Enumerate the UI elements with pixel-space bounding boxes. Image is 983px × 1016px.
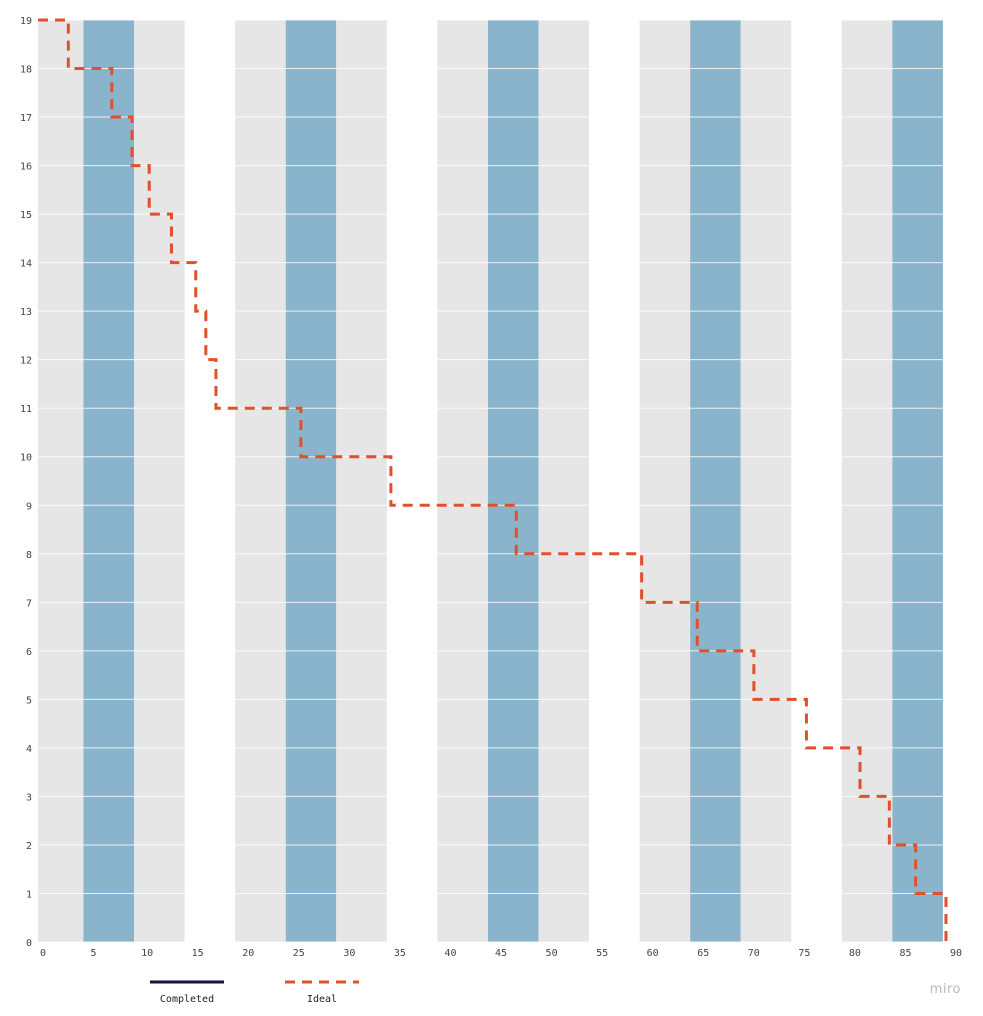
band-weekday-2 — [134, 20, 185, 942]
x-tick-label-15: 15 — [192, 948, 204, 959]
band-weekday-12 — [639, 20, 691, 942]
band-highlight-5 — [285, 20, 337, 942]
band-weekday-6 — [336, 20, 387, 942]
y-tick-label-4: 4 — [26, 744, 32, 755]
y-tick-label-13: 13 — [20, 307, 32, 318]
series-lines — [38, 18, 948, 942]
series-line-ideal — [38, 18, 948, 942]
x-tick-label-65: 65 — [697, 948, 709, 959]
x-tick-label-75: 75 — [798, 948, 810, 959]
x-tick-label-20: 20 — [242, 948, 254, 959]
x-tick-label-85: 85 — [899, 948, 911, 959]
band-weekday-10 — [538, 20, 590, 942]
band-highlight-1 — [83, 20, 135, 942]
y-tick-label-2: 2 — [26, 841, 32, 852]
x-tick-label-40: 40 — [444, 948, 456, 959]
band-weekday-0 — [38, 20, 84, 942]
x-tick-label-10: 10 — [141, 948, 153, 959]
y-tick-label-14: 14 — [20, 259, 32, 270]
y-tick-label-17: 17 — [20, 113, 32, 124]
x-tick-label-0: 0 — [40, 948, 46, 959]
x-tick-label-35: 35 — [394, 948, 406, 959]
x-axis-ticks: 0 5 10 15 20 25 30 35 40 45 50 55 60 65 70 75 80 85 90 — [40, 948, 962, 959]
y-tick-label-18: 18 — [20, 65, 32, 76]
band-highlight-13 — [690, 20, 741, 942]
legend-label-completed: Completed — [160, 994, 214, 1005]
x-tick-label-60: 60 — [647, 948, 659, 959]
legend-label-ideal: Ideal — [307, 994, 337, 1005]
y-tick-label-9: 9 — [26, 501, 32, 512]
y-tick-label-6: 6 — [26, 647, 32, 658]
y-tick-label-19: 19 — [20, 16, 32, 27]
band-weekday-4 — [235, 20, 286, 942]
band-weekday-8 — [437, 20, 488, 942]
y-tick-label-5: 5 — [26, 695, 32, 706]
y-tick-label-8: 8 — [26, 550, 32, 561]
miro-watermark: miro — [929, 982, 961, 997]
x-tick-label-25: 25 — [293, 948, 305, 959]
y-tick-label-7: 7 — [26, 598, 32, 609]
y-tick-label-15: 15 — [20, 210, 32, 221]
y-tick-label-0: 0 — [26, 938, 32, 949]
x-tick-label-30: 30 — [343, 948, 355, 959]
y-tick-label-3: 3 — [26, 792, 32, 803]
y-tick-label-10: 10 — [20, 453, 32, 464]
x-tick-label-90: 90 — [950, 948, 962, 959]
horizontal-gridlines — [38, 19, 948, 943]
x-tick-label-80: 80 — [849, 948, 861, 959]
x-tick-label-55: 55 — [596, 948, 608, 959]
y-tick-label-16: 16 — [20, 162, 32, 173]
x-tick-label-70: 70 — [748, 948, 760, 959]
band-highlight-17 — [892, 20, 943, 942]
band-highlight-9 — [487, 20, 539, 942]
y-tick-label-12: 12 — [20, 356, 32, 367]
y-tick-label-11: 11 — [20, 404, 32, 415]
legend: Completed Ideal — [150, 980, 359, 1005]
x-tick-label-45: 45 — [495, 948, 507, 959]
day-bands — [38, 20, 943, 942]
x-tick-label-5: 5 — [91, 948, 97, 959]
band-weekday-14 — [740, 20, 792, 942]
band-weekday-16 — [841, 20, 893, 942]
y-tick-label-1: 1 — [26, 889, 32, 900]
x-tick-label-50: 50 — [546, 948, 558, 959]
